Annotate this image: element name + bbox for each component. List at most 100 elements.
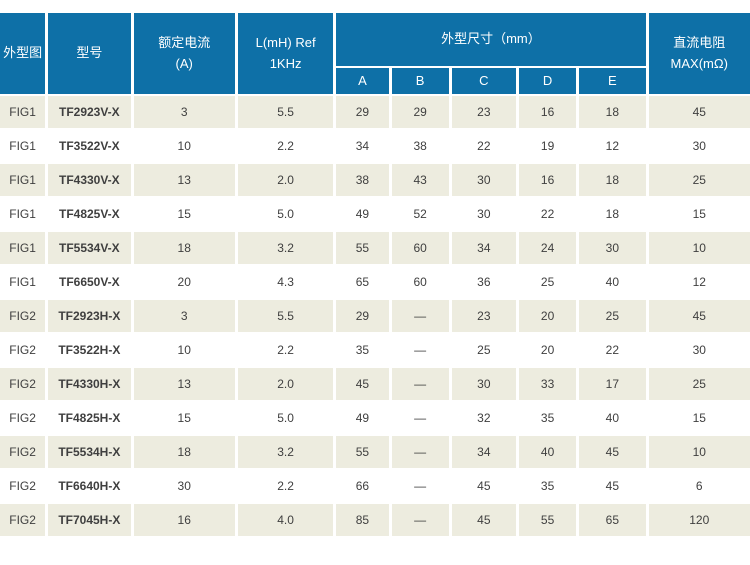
cell-dim-c: 34 [451, 436, 516, 468]
cell-rated-current: 18 [133, 436, 235, 468]
table-row: FIG2 TF4825H-X 15 5.0 49—32 35 40 15 [0, 402, 750, 434]
cell-fig: FIG2 [0, 436, 46, 468]
cell-fig: FIG2 [0, 368, 46, 400]
cell-inductance: 4.3 [237, 266, 334, 298]
cell-dim-e: 18 [579, 96, 646, 128]
cell-dim-a: 55 [336, 436, 389, 468]
cell-dim-b: 60 [391, 232, 449, 264]
cell-inductance: 3.2 [237, 436, 334, 468]
header-model: 型号 [48, 13, 131, 94]
cell-dim-d: 24 [518, 232, 577, 264]
cell-dcr: 10 [648, 436, 750, 468]
cell-dim-d: 33 [518, 368, 577, 400]
table-row: FIG1 TF4825V-X 15 5.0 49 52 30 22 18 15 [0, 198, 750, 230]
cell-dim-c: 30 [451, 164, 516, 196]
cell-dim-c: 36 [451, 266, 516, 298]
spec-table: 外型图 型号 额定电流 (A) L(mH) Ref 1KHz 外型尺寸（mm） … [0, 11, 750, 538]
cell-dim-c: 23 [451, 96, 516, 128]
cell-fig: FIG2 [0, 402, 46, 434]
cell-dim-a: 29 [336, 300, 389, 332]
cell-dim-d: 35 [518, 402, 577, 434]
cell-dim-c: 45 [451, 504, 516, 536]
cell-model: TF4330V-X [48, 164, 131, 196]
cell-rated-current: 10 [133, 130, 235, 162]
table-row: FIG1 TF2923V-X 3 5.5 29 29 23 16 18 45 [0, 96, 750, 128]
cell-dim-d: 55 [518, 504, 577, 536]
cell-inductance: 2.2 [237, 470, 334, 502]
header-inductance: L(mH) Ref 1KHz [237, 13, 334, 94]
cell-dim-d: 20 [518, 300, 577, 332]
header-rated-current-line2: (A) [175, 55, 193, 71]
cell-dim-b: — [391, 436, 449, 468]
header-dc-resistance-line2: MAX(mΩ) [670, 55, 728, 71]
cell-inductance: 4.0 [237, 504, 334, 536]
cell-dcr: 25 [648, 368, 750, 400]
cell-model: TF6640H-X [48, 470, 131, 502]
header-row-main: 外型图 型号 额定电流 (A) L(mH) Ref 1KHz 外型尺寸（mm） … [0, 13, 750, 94]
cell-dim-b: — [391, 300, 449, 332]
cell-dcr: 30 [648, 334, 750, 366]
cell-model: TF4825V-X [48, 198, 131, 230]
cell-dim-e: 25 [579, 300, 646, 332]
cell-model: TF2923V-X [48, 96, 131, 128]
header-dc-resistance: 直流电阻 MAX(mΩ) [648, 13, 750, 94]
cell-rated-current: 16 [133, 504, 235, 536]
cell-dcr: 25 [648, 164, 750, 196]
cell-model: TF3522V-X [48, 130, 131, 162]
cell-dim-c: 30 [451, 198, 516, 230]
cell-dim-e: 45 [579, 470, 646, 502]
header-inductance-line2: 1KHz [269, 55, 302, 71]
cell-dim-c: 45 [451, 470, 516, 502]
table-row: FIG2 TF6640H-X 30 2.2 66—45 35 45 6 [0, 470, 750, 502]
cell-dim-c: 25 [451, 334, 516, 366]
header-inductance-line1: L(mH) Ref [255, 35, 316, 51]
cell-dcr: 15 [648, 198, 750, 230]
table-row: FIG2 TF7045H-X 16 4.0 85—45 55 65 120 [0, 504, 750, 536]
cell-fig: FIG1 [0, 130, 46, 162]
cell-dim-d: 20 [518, 334, 577, 366]
cell-dim-a: 49 [336, 198, 389, 230]
cell-model: TF3522H-X [48, 334, 131, 366]
cell-inductance: 3.2 [237, 232, 334, 264]
cell-fig: FIG2 [0, 470, 46, 502]
cell-fig: FIG1 [0, 164, 46, 196]
cell-rated-current: 18 [133, 232, 235, 264]
cell-model: TF6650V-X [48, 266, 131, 298]
cell-dcr: 12 [648, 266, 750, 298]
cell-dim-e: 30 [579, 232, 646, 264]
cell-dim-b: 60 [391, 266, 449, 298]
cell-inductance: 5.5 [237, 300, 334, 332]
cell-dim-b: 43 [391, 164, 449, 196]
cell-dim-e: 17 [579, 368, 646, 400]
cell-inductance: 2.0 [237, 164, 334, 196]
header-outline-figure: 外型图 [0, 13, 46, 94]
cell-dim-a: 35 [336, 334, 389, 366]
cell-dim-e: 45 [579, 436, 646, 468]
cell-rated-current: 3 [133, 300, 235, 332]
cell-rated-current: 15 [133, 402, 235, 434]
cell-dim-b: — [391, 402, 449, 434]
cell-dim-a: 29 [336, 96, 389, 128]
cell-dim-e: 40 [579, 266, 646, 298]
header-dim-c: C [451, 68, 516, 94]
cell-dim-b: — [391, 470, 449, 502]
cell-fig: FIG2 [0, 300, 46, 332]
cell-fig: FIG2 [0, 334, 46, 366]
cell-dim-a: 65 [336, 266, 389, 298]
cell-dim-b: — [391, 334, 449, 366]
cell-rated-current: 20 [133, 266, 235, 298]
cell-dim-b: — [391, 368, 449, 400]
cell-dim-d: 40 [518, 436, 577, 468]
cell-dim-d: 25 [518, 266, 577, 298]
cell-dcr: 120 [648, 504, 750, 536]
cell-fig: FIG1 [0, 96, 46, 128]
cell-dim-b: 52 [391, 198, 449, 230]
cell-dim-c: 23 [451, 300, 516, 332]
cell-rated-current: 13 [133, 164, 235, 196]
cell-model: TF5534V-X [48, 232, 131, 264]
cell-dcr: 6 [648, 470, 750, 502]
cell-dim-a: 55 [336, 232, 389, 264]
cell-dim-e: 18 [579, 198, 646, 230]
cell-dim-a: 49 [336, 402, 389, 434]
cell-dcr: 30 [648, 130, 750, 162]
